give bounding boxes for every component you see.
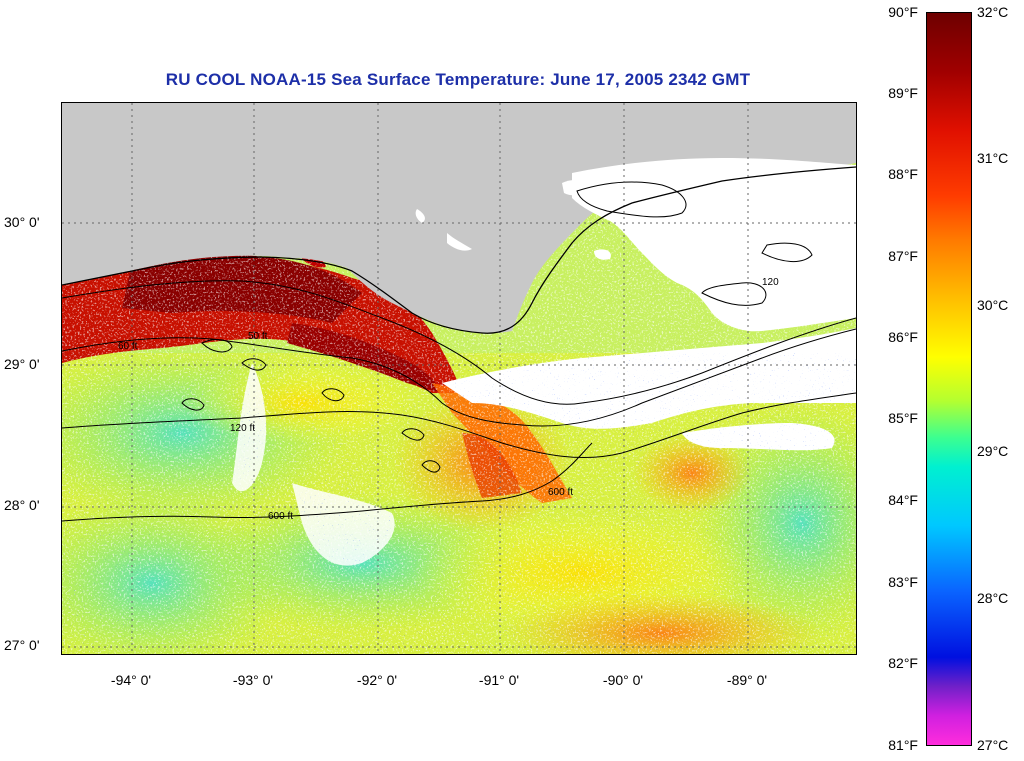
latitude-label: 28° 0'	[4, 497, 40, 513]
fahrenheit-tick-label: 87°F	[888, 248, 918, 264]
celsius-tick-label: 30°C	[977, 297, 1009, 313]
contour-label: 120	[762, 277, 779, 288]
latitude-label: 29° 0'	[4, 356, 40, 372]
longitude-label: -92° 0'	[356, 672, 398, 688]
land-mass	[62, 103, 856, 334]
fahrenheit-tick-label: 83°F	[888, 574, 918, 590]
celsius-tick-label: 31°C	[977, 150, 1009, 166]
contour-label: 600 ft	[548, 487, 573, 498]
celsius-tick-label: 32°C	[977, 4, 1009, 20]
bathymetry-contours	[62, 242, 856, 522]
longitude-label: -90° 0'	[602, 672, 644, 688]
celsius-tick-label: 28°C	[977, 590, 1009, 606]
fahrenheit-tick-label: 82°F	[888, 655, 918, 671]
sst-map: 50 ft 60 ft 120 ft 600 ft 120 600 ft	[61, 102, 857, 655]
fahrenheit-tick-label: 84°F	[888, 492, 918, 508]
contour-label: 120 ft	[230, 423, 255, 434]
map-title: RU COOL NOAA-15 Sea Surface Temperature:…	[165, 70, 751, 89]
temperature-colorbar	[926, 12, 972, 746]
fahrenheit-tick-label: 88°F	[888, 166, 918, 182]
fahrenheit-tick-label: 86°F	[888, 329, 918, 345]
fahrenheit-tick-label: 89°F	[888, 85, 918, 101]
longitude-label: -89° 0'	[726, 672, 768, 688]
contour-label: 600 ft	[268, 511, 293, 522]
longitude-label: -93° 0'	[232, 672, 274, 688]
contour-label: 60 ft	[118, 341, 138, 352]
contour-label: 50 ft	[248, 331, 268, 342]
fahrenheit-tick-label: 81°F	[888, 737, 918, 753]
celsius-tick-label: 29°C	[977, 443, 1009, 459]
graticule	[62, 103, 856, 654]
latitude-label: 30° 0'	[4, 214, 40, 230]
celsius-tick-label: 27°C	[977, 737, 1009, 753]
contour-labels: 50 ft 60 ft 120 ft 600 ft 120 600 ft	[118, 277, 779, 522]
fahrenheit-tick-label: 90°F	[888, 4, 918, 20]
longitude-label: -94° 0'	[110, 672, 152, 688]
fahrenheit-tick-label: 85°F	[888, 410, 918, 426]
latitude-label: 27° 0'	[4, 637, 40, 653]
coastline	[62, 166, 856, 334]
longitude-label: -91° 0'	[478, 672, 520, 688]
